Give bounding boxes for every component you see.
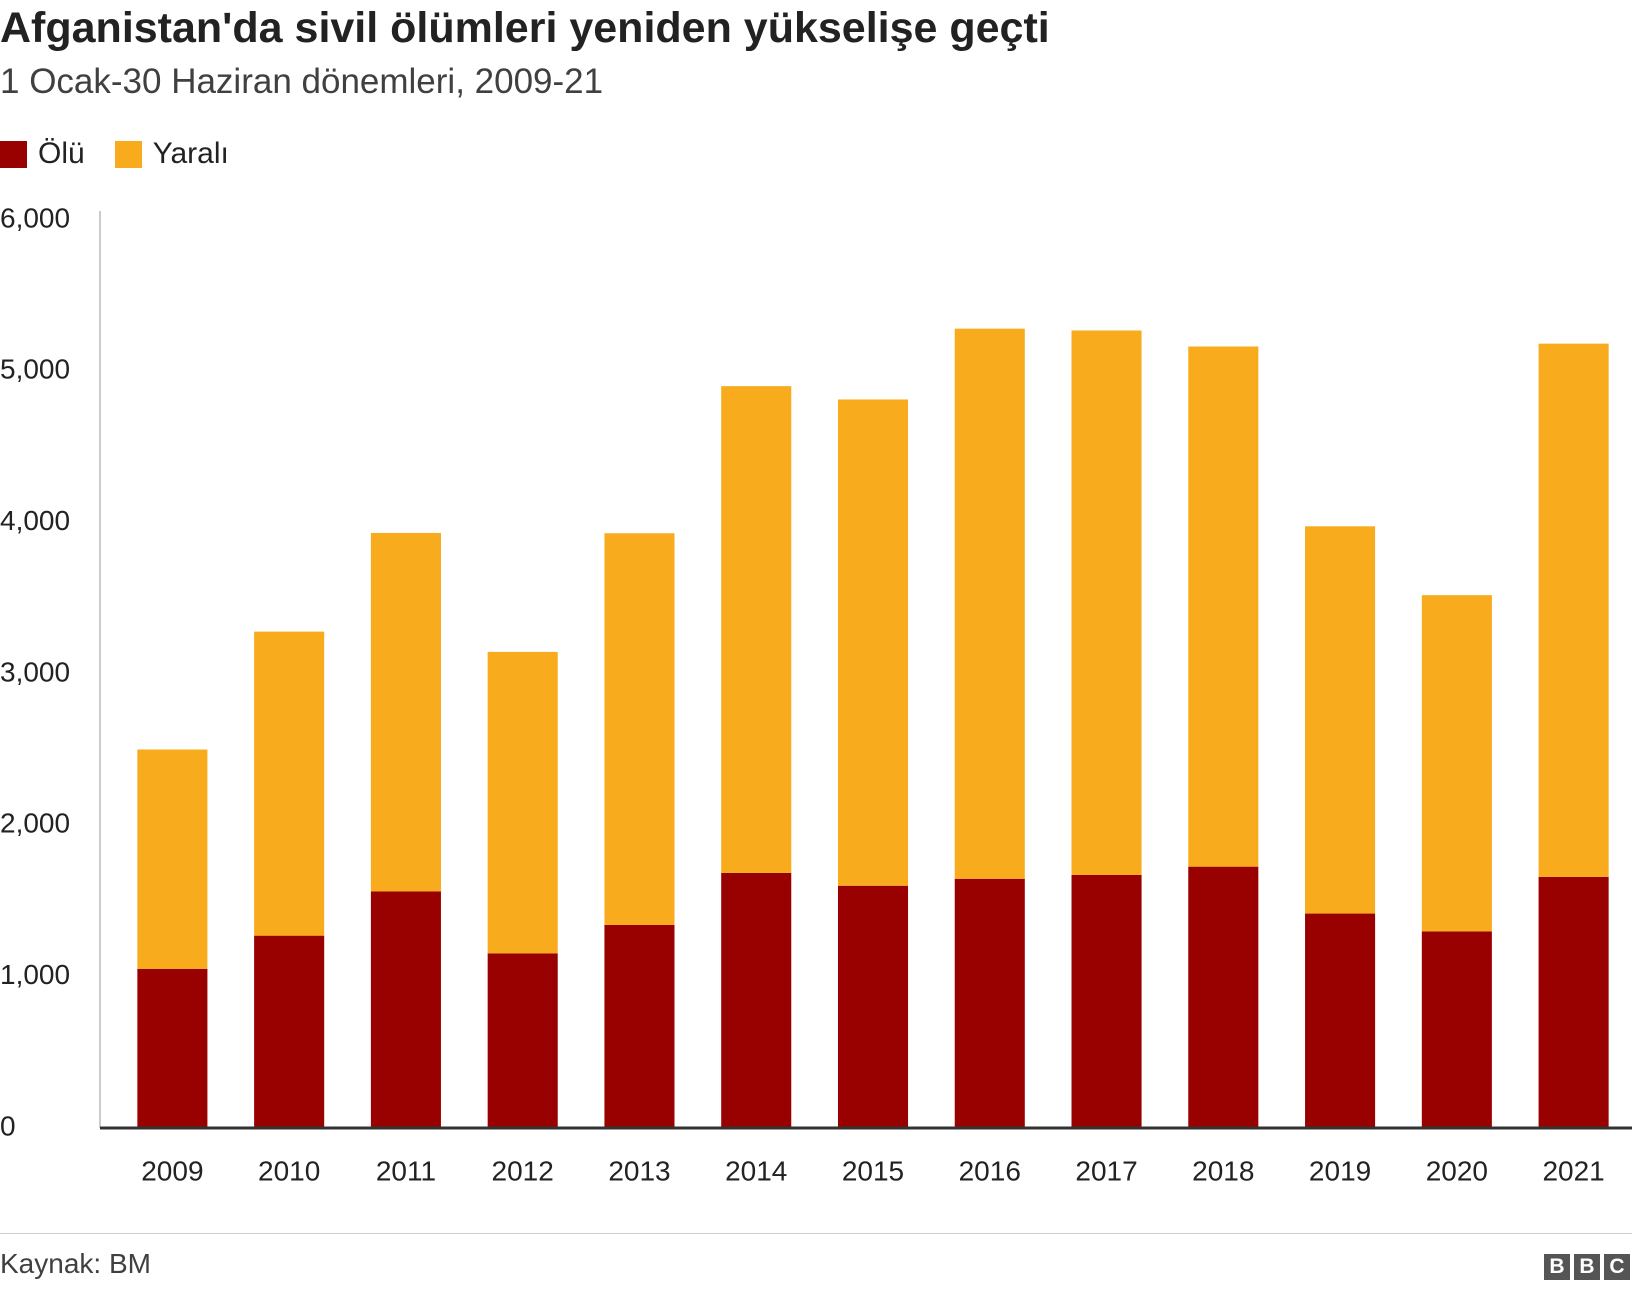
x-tick-label: 2010 (258, 1155, 320, 1186)
bbc-logo: B B C (1540, 1254, 1630, 1280)
y-tick-label: 0 (0, 1110, 16, 1141)
bar-segment-olu (954, 878, 1025, 1128)
legend-label-olu: Ölü (38, 137, 85, 170)
bar-segment-yarali (370, 532, 441, 892)
x-tick-label: 2011 (376, 1155, 436, 1186)
bar-segment-yarali (954, 328, 1025, 879)
x-tick-label: 2009 (141, 1155, 203, 1186)
y-tick-label: 6,000 (0, 202, 70, 233)
y-tick-label: 5,000 (0, 354, 70, 385)
x-tick-label: 2020 (1426, 1155, 1488, 1186)
bar-segment-olu (604, 924, 675, 1128)
stacked-bar-chart: 0 1,000 2,000 3,000 4,000 5,000 6,000 2009 2010 2… (0, 202, 1632, 1186)
bar-segment-olu (137, 968, 208, 1128)
x-tick-label: 2012 (492, 1155, 554, 1186)
bar-segment-yarali (721, 386, 792, 873)
bar-segment-olu (1421, 931, 1492, 1128)
legend-label-yarali: Yaralı (152, 137, 229, 170)
bar-segment-yarali (487, 651, 558, 954)
bar-segment-olu (370, 891, 441, 1128)
bar-segment-olu (1305, 913, 1376, 1128)
bbc-logo-block: B (1574, 1254, 1600, 1280)
bar-segment-yarali (1071, 330, 1142, 875)
footer-divider (0, 1233, 1632, 1234)
bbc-logo-block: B (1544, 1254, 1570, 1280)
legend-item-olu: Ölü (0, 137, 85, 171)
x-tick-label: 2013 (608, 1155, 670, 1186)
y-tick-label: 4,000 (0, 505, 70, 536)
x-tick-label: 2017 (1075, 1155, 1137, 1186)
bar-segment-olu (1538, 876, 1609, 1128)
x-tick-label: 2016 (959, 1155, 1021, 1186)
bar-segment-olu (837, 885, 909, 1128)
bar-segment-olu (487, 953, 558, 1128)
x-tick-label: 2019 (1309, 1155, 1371, 1186)
bar-segment-yarali (1421, 595, 1492, 932)
chart-subtitle: 1 Ocak-30 Haziran dönemleri, 2009-21 (0, 62, 604, 101)
bar-segment-yarali (1538, 343, 1609, 877)
bar-segment-yarali (254, 631, 325, 936)
bar-segment-yarali (137, 749, 208, 969)
legend-item-yarali: Yaralı (114, 137, 229, 171)
x-tick-label: 2018 (1192, 1155, 1254, 1186)
legend-swatch-yarali (114, 140, 142, 168)
x-tick-label: 2014 (725, 1155, 787, 1186)
x-tick-label: 2021 (1542, 1155, 1604, 1186)
bbc-logo-block: C (1604, 1254, 1630, 1280)
bar-segment-yarali (837, 399, 909, 886)
y-tick-label: 1,000 (0, 959, 70, 990)
bar-segment-yarali (1305, 526, 1376, 914)
bar-segment-olu (1188, 866, 1259, 1128)
chart-title: Afganistan'da sivil ölümleri yeniden yük… (0, 4, 1050, 52)
y-tick-label: 3,000 (0, 656, 70, 687)
legend-swatch-olu (0, 140, 27, 168)
chart-legend: Ölü Yaralı (0, 136, 259, 172)
source-note: Kaynak: BM (0, 1248, 151, 1279)
x-tick-label: 2015 (842, 1155, 904, 1186)
bar-segment-olu (721, 872, 792, 1128)
y-tick-label: 2,000 (0, 808, 70, 839)
bar-segment-yarali (1188, 346, 1259, 867)
bar-segment-olu (1071, 874, 1142, 1128)
bar-segment-olu (254, 935, 325, 1128)
bar-segment-yarali (604, 533, 675, 925)
